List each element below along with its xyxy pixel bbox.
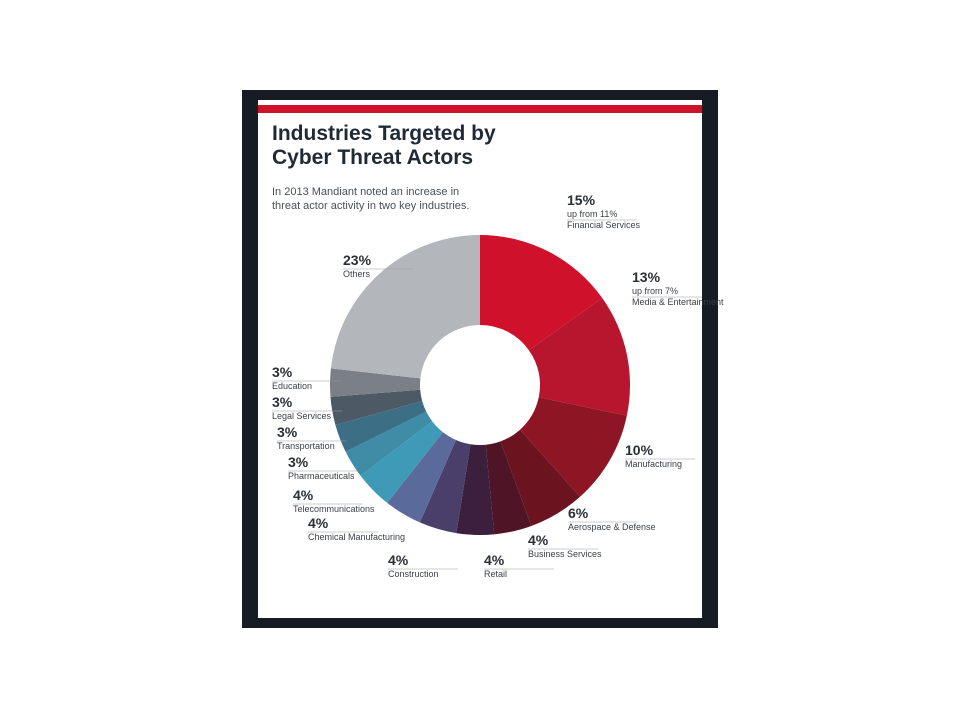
pie-slice (485, 441, 532, 535)
pie-slice (456, 444, 495, 536)
pie-slice (528, 297, 630, 416)
category-label: Retail (484, 569, 507, 579)
pie-slice (330, 235, 480, 379)
slice-note: up from 7% (632, 286, 678, 296)
value-label: 3% (272, 364, 293, 380)
category-label: Construction (388, 569, 439, 579)
value-label: 4% (528, 532, 549, 548)
pie-slice (520, 397, 627, 497)
category-label: Aerospace & Defense (568, 522, 656, 532)
chart-title: Industries Targeted by Cyber Threat Acto… (272, 122, 496, 169)
value-label: 13% (632, 269, 661, 285)
value-label: 15% (567, 192, 596, 208)
category-label: Education (272, 381, 312, 391)
pie-slice (360, 421, 443, 503)
chart-subtitle: In 2013 Mandiant noted an increase in th… (272, 186, 470, 212)
value-label: 23% (343, 252, 372, 268)
value-label: 3% (288, 454, 309, 470)
value-label: 4% (484, 552, 505, 568)
category-label: Telecommunications (293, 504, 375, 514)
value-label: 10% (625, 442, 654, 458)
value-label: 3% (272, 394, 293, 410)
pie-slice (419, 439, 471, 534)
category-label: Legal Services (272, 411, 332, 421)
pie-slice (335, 400, 427, 452)
value-label: 4% (293, 487, 314, 503)
value-label: 4% (388, 552, 409, 568)
pie-slice (330, 389, 423, 425)
pie-slice (387, 432, 456, 523)
slice-note: up from 11% (567, 209, 617, 219)
category-label: Transportation (277, 441, 335, 451)
pie-slice (345, 411, 433, 476)
category-label: Pharmaceuticals (288, 471, 355, 481)
value-label: 3% (277, 424, 298, 440)
category-label: Business Services (528, 549, 602, 559)
category-label: Manufacturing (625, 459, 682, 469)
accent-bar (258, 105, 702, 113)
category-label: Financial Services (567, 220, 641, 230)
value-label: 4% (308, 515, 329, 531)
pie-slice (330, 368, 421, 397)
pie-slice (500, 429, 581, 526)
category-label: Others (343, 269, 371, 279)
category-label: Media & Entertainment (632, 297, 724, 307)
category-label: Chemical Manufacturing (308, 532, 405, 542)
value-label: 6% (568, 505, 589, 521)
pie-slice (480, 235, 603, 351)
